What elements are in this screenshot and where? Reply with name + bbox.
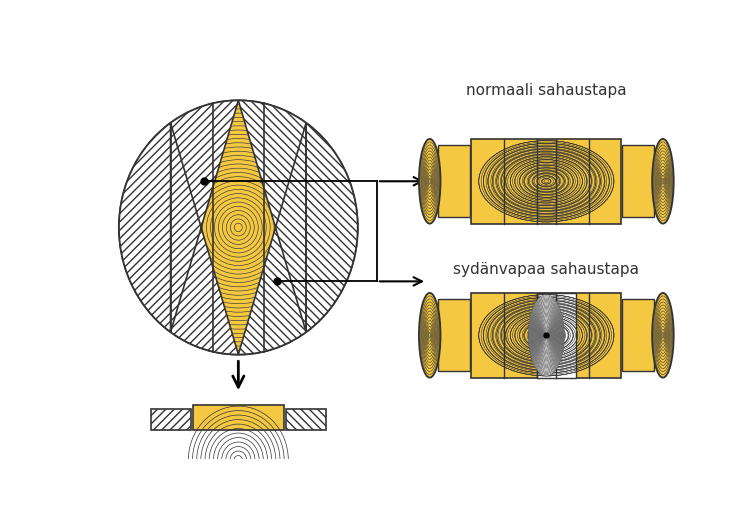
Bar [622,299,654,372]
Text: sydänvapaa sahaustapa: sydänvapaa sahaustapa [453,262,639,277]
Polygon shape [238,101,358,354]
Bar [537,293,575,378]
Bar [438,146,471,217]
Ellipse shape [419,293,441,378]
Bar [193,406,284,430]
Polygon shape [119,101,238,354]
Ellipse shape [652,293,674,378]
Bar [438,299,471,372]
Bar [286,409,326,430]
Bar [472,139,621,223]
Bar [193,406,284,430]
Bar [472,139,621,223]
Bar [622,299,654,372]
Bar [472,293,621,378]
Bar [438,299,471,372]
Ellipse shape [419,139,441,223]
Bar [622,146,654,217]
Text: normaali sahaustapa: normaali sahaustapa [466,84,626,99]
Bar [622,146,654,217]
Ellipse shape [119,101,358,354]
Bar [150,409,190,430]
Bar [438,146,471,217]
Bar [472,293,621,378]
Ellipse shape [529,295,564,376]
Ellipse shape [652,139,674,223]
